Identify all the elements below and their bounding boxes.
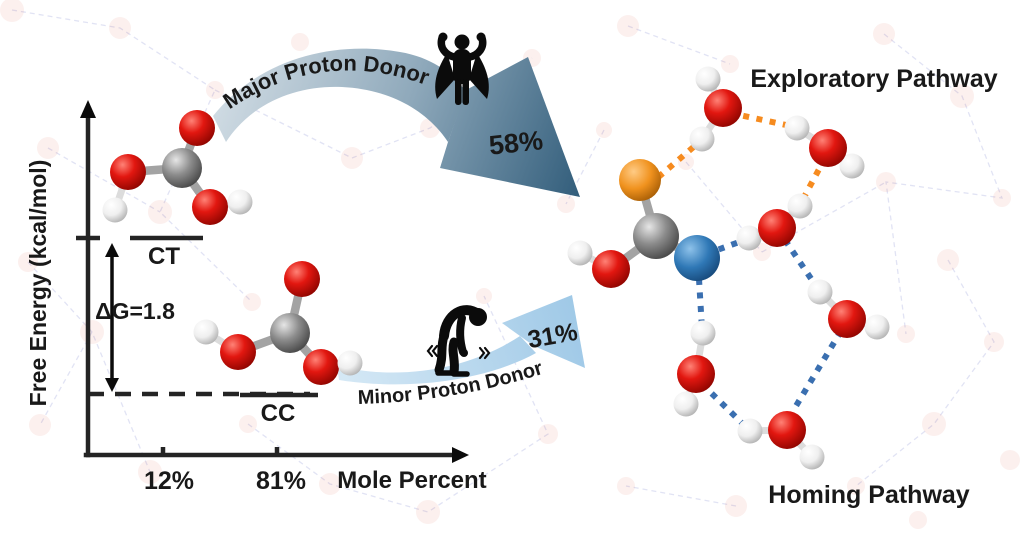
cc-oxygen-atom <box>303 349 339 385</box>
superhero-icon <box>435 32 489 105</box>
ct-oxygen-atom <box>110 154 146 190</box>
water-molecule <box>784 115 865 179</box>
major-arrow: Major Proton Donor 58% <box>213 48 580 197</box>
ct-oxygen-atom <box>179 110 215 146</box>
water-molecule <box>673 320 716 417</box>
exploratory-oxygen-atom <box>619 159 661 201</box>
water-molecule <box>736 193 813 251</box>
delta-g-label: ΔG=1.8 <box>95 298 175 324</box>
cc-oxygen-atom <box>220 334 256 370</box>
homing-pathway-label: Homing Pathway <box>768 481 970 509</box>
free-energy-diagram: Free Energy (kcal/mol) ΔG=1.8 CT CC 12% … <box>25 100 487 495</box>
solvated-cluster <box>567 66 890 470</box>
major-arrow-band <box>213 48 466 142</box>
major-arrowhead <box>440 57 580 197</box>
water-molecule <box>737 411 825 470</box>
acid-carbon-atom <box>633 213 679 259</box>
cc-hydrogen-atom <box>193 319 219 345</box>
y-axis-label: Free Energy (kcal/mol) <box>25 160 51 407</box>
x-axis-arrowhead-icon <box>452 447 469 463</box>
cc-carbon-atom <box>270 313 310 353</box>
major-percent-label: 58% <box>487 125 544 160</box>
y-axis-arrowhead-icon <box>80 100 96 118</box>
acid-hydrogen-atom <box>567 240 593 266</box>
ct-oxygen-atom <box>192 189 228 225</box>
x-axis-label: Mole Percent <box>337 467 486 494</box>
ct-label: CT <box>148 243 180 270</box>
ct-carbon-atom <box>162 148 202 188</box>
water-molecule <box>807 279 890 340</box>
hunched-person-icon <box>426 305 491 377</box>
cc-molecule <box>193 261 363 385</box>
ct-molecule <box>102 110 253 225</box>
acid-molecule <box>567 159 720 288</box>
minor-arrow-band <box>337 336 536 385</box>
ct-hydrogen-atom <box>227 189 253 215</box>
acid-oxygen-atom <box>592 250 630 288</box>
water-molecule <box>689 66 742 152</box>
tick-label-12: 12% <box>144 467 194 495</box>
exploratory-pathway-label: Exploratory Pathway <box>750 65 997 93</box>
homing-oxygen-atom <box>674 235 720 281</box>
background-solvent-texture <box>0 0 1020 529</box>
minor-arrowhead <box>502 295 585 368</box>
delta-g-arrowhead-up-icon <box>105 243 119 257</box>
ct-hydrogen-atom <box>102 197 128 223</box>
cc-oxygen-atom <box>284 261 320 297</box>
homing-hydrogen-bond-dots <box>696 238 844 428</box>
exploratory-hydrogen-bond-dots <box>646 110 828 203</box>
cc-hydrogen-atom <box>337 350 363 376</box>
delta-g-arrowhead-down-icon <box>105 378 119 392</box>
cc-label: CC <box>261 400 296 427</box>
tick-label-81: 81% <box>256 467 306 495</box>
